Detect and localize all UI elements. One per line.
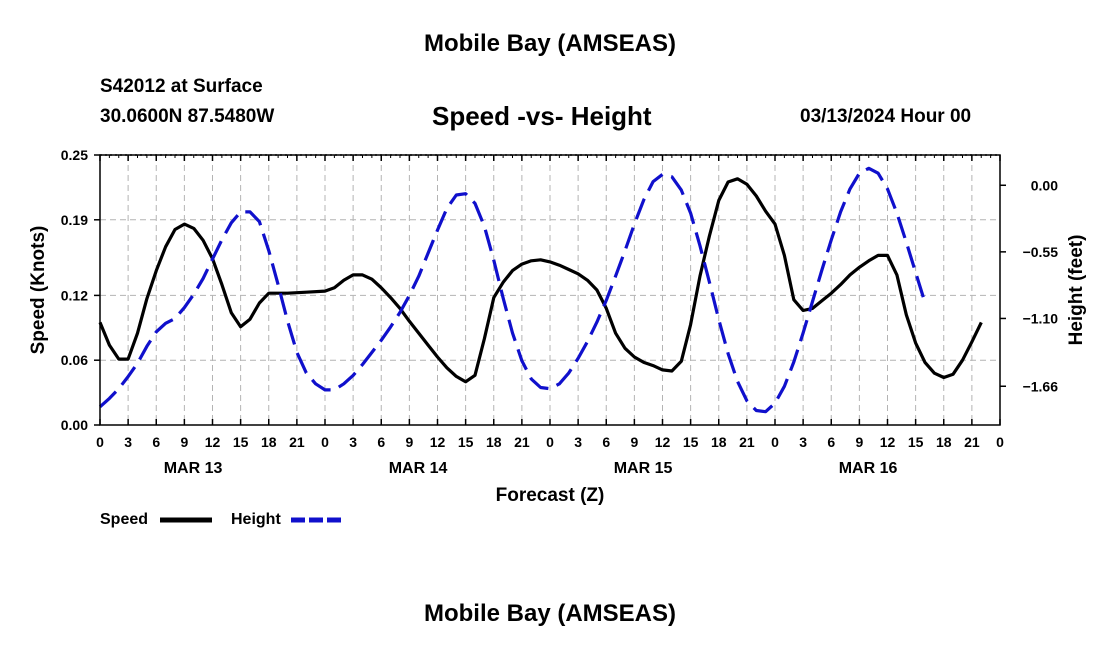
x-day-label: MAR 16	[839, 460, 898, 477]
x-tick-label: 3	[349, 434, 357, 450]
forecast-datetime: 03/13/2024 Hour 00	[800, 106, 972, 127]
y2-tick-label: −0.55	[1023, 244, 1059, 260]
y2-tick-label: 0.00	[1031, 177, 1058, 193]
x-tick-label: 9	[180, 434, 188, 450]
x-tick-label: 12	[430, 434, 446, 450]
x-axis-title: Forecast (Z)	[496, 485, 605, 506]
x-tick-label: 0	[321, 434, 329, 450]
x-tick-label: 12	[655, 434, 671, 450]
x-tick-label: 21	[289, 434, 305, 450]
x-day-label: MAR 13	[164, 460, 223, 477]
series-line-height	[98, 166, 927, 414]
y2-tick-label: −1.66	[1023, 378, 1059, 394]
x-tick-label: 18	[711, 434, 727, 450]
legend-label-speed: Speed	[100, 511, 148, 528]
series-line-speed	[98, 177, 983, 384]
y-tick-label: 0.00	[61, 417, 88, 433]
x-tick-label: 21	[739, 434, 755, 450]
x-tick-label: 12	[205, 434, 221, 450]
x-tick-label: 0	[771, 434, 779, 450]
x-tick-label: 18	[936, 434, 952, 450]
x-tick-label: 0	[96, 434, 104, 450]
x-tick-label: 0	[996, 434, 1004, 450]
x-tick-label: 9	[855, 434, 863, 450]
legend-label-height: Height	[231, 511, 281, 528]
y-tick-label: 0.19	[61, 212, 88, 228]
x-tick-label: 3	[799, 434, 807, 450]
y2-tick-label: −1.10	[1023, 310, 1059, 326]
x-tick-label: 9	[630, 434, 638, 450]
x-tick-label: 15	[908, 434, 924, 450]
x-day-label: MAR 15	[614, 460, 673, 477]
chart-subtitle: Speed -vs- Height	[432, 101, 652, 131]
y-axis-title: Speed (Knots)	[28, 226, 49, 355]
x-tick-label: 15	[458, 434, 474, 450]
x-tick-label: 18	[486, 434, 502, 450]
x-tick-label: 6	[602, 434, 610, 450]
x-tick-label: 6	[377, 434, 385, 450]
y2-axis-title: Height (feet)	[1066, 235, 1087, 346]
x-tick-label: 12	[880, 434, 896, 450]
footer-title: Mobile Bay (AMSEAS)	[423, 600, 677, 627]
y-tick-label: 0.25	[61, 147, 88, 163]
x-tick-label: 21	[514, 434, 530, 450]
station-label: S42012 at Surface	[100, 76, 263, 97]
x-tick-label: 21	[964, 434, 980, 450]
x-tick-label: 3	[574, 434, 582, 450]
x-tick-label: 3	[124, 434, 132, 450]
x-tick-label: 15	[233, 434, 249, 450]
x-tick-label: 15	[683, 434, 699, 450]
x-tick-label: 9	[405, 434, 413, 450]
x-tick-label: 0	[546, 434, 554, 450]
y-tick-label: 0.12	[61, 287, 88, 303]
station-coords: 30.0600N 87.5480W	[100, 106, 275, 127]
x-tick-label: 6	[152, 434, 160, 450]
x-tick-label: 6	[827, 434, 835, 450]
x-tick-label: 18	[261, 434, 277, 450]
chart-main-title: Mobile Bay (AMSEAS)	[423, 30, 677, 57]
x-day-label: MAR 14	[389, 460, 448, 477]
y-tick-label: 0.06	[61, 352, 88, 368]
